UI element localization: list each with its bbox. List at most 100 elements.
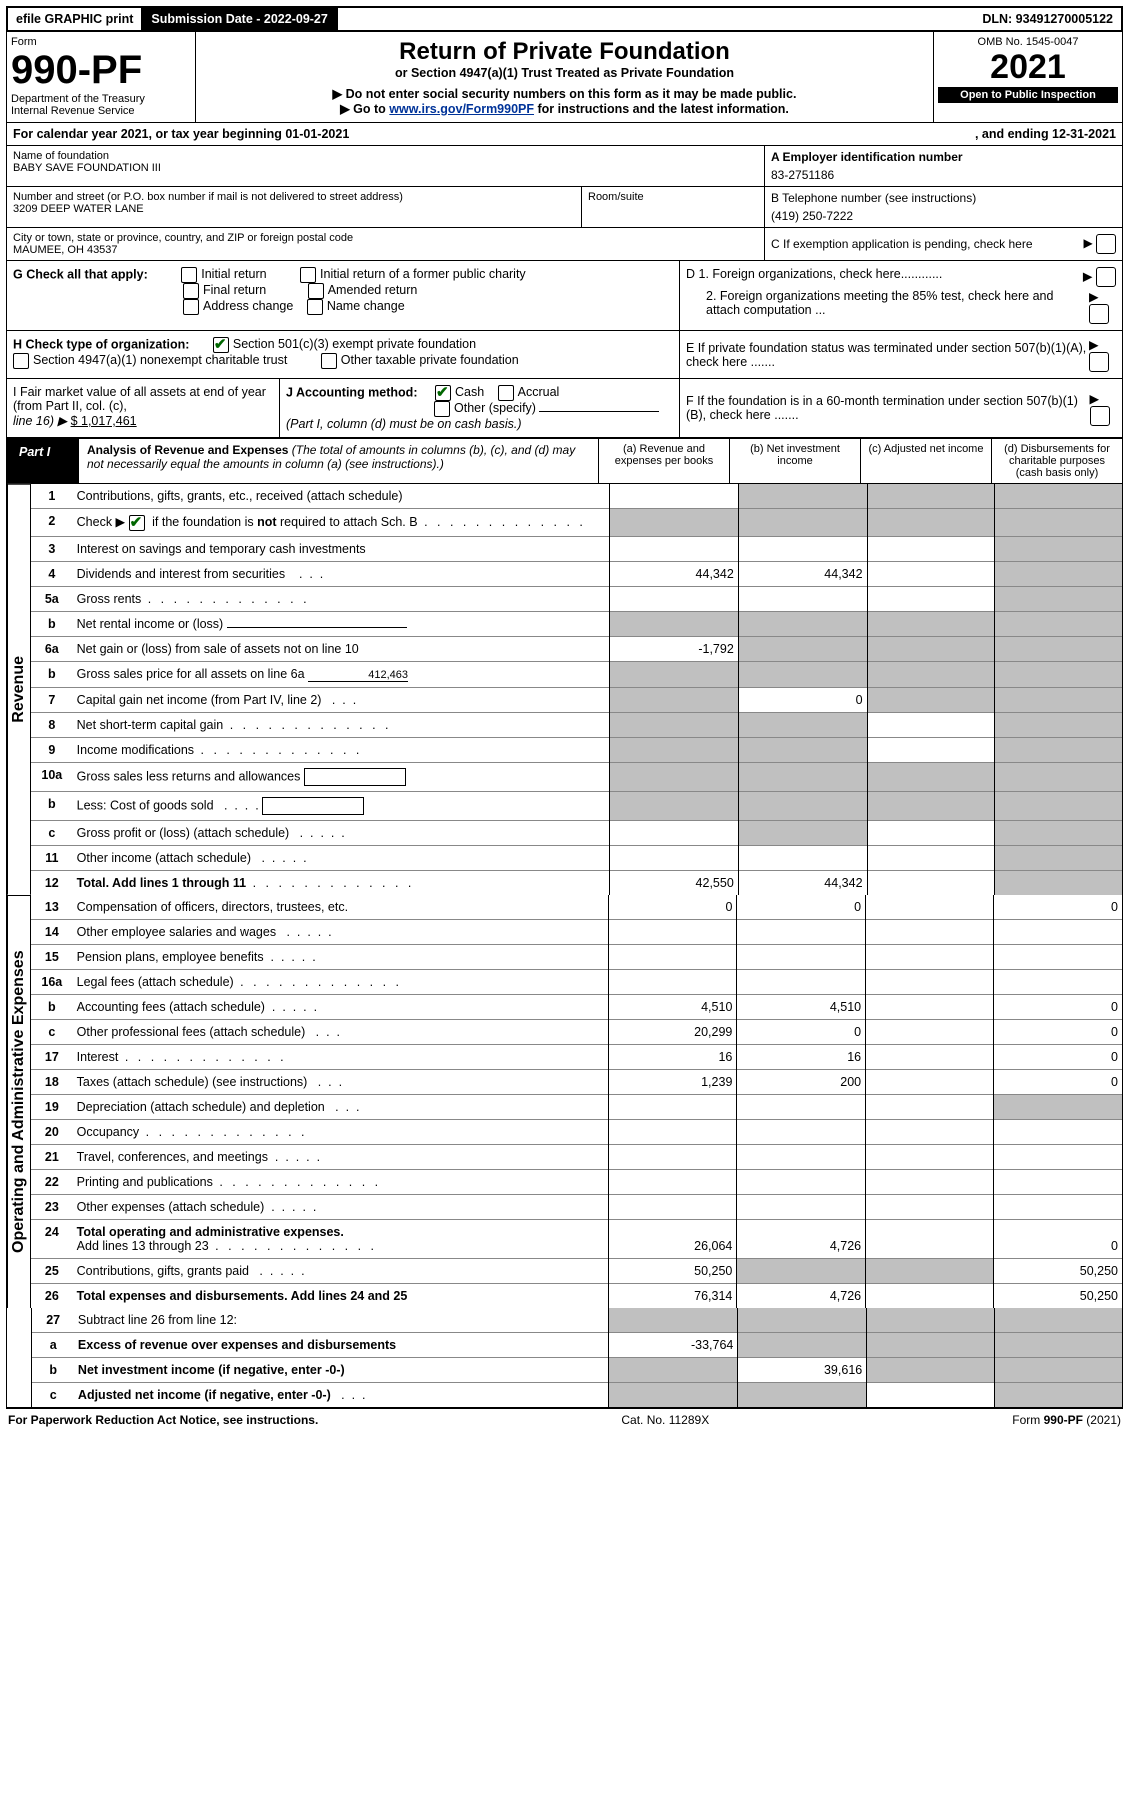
opt-initial-public: Initial return of a former public charit… [320, 267, 526, 281]
line-12: 12Total. Add lines 1 through 1142,55044,… [31, 870, 1122, 895]
ln-8-no: 8 [31, 712, 73, 737]
ln-14-desc: Other employee salaries and wages . . . … [73, 919, 608, 944]
g-label: G Check all that apply: [13, 267, 148, 281]
page-footer: For Paperwork Reduction Act Notice, see … [6, 1408, 1123, 1431]
ln-10c-desc: Gross profit or (loss) (attach schedule)… [73, 820, 610, 845]
line-16a: 16aLegal fees (attach schedule) [31, 969, 1122, 994]
form990pf-link[interactable]: www.irs.gov/Form990PF [389, 102, 534, 116]
e-checkbox[interactable] [1089, 352, 1109, 372]
amended-return-checkbox[interactable] [308, 283, 324, 299]
schb-checkbox[interactable] [129, 515, 145, 531]
line-21: 21Travel, conferences, and meetings . . … [31, 1144, 1122, 1169]
ln-16a-desc: Legal fees (attach schedule) [73, 969, 608, 994]
opt-amended: Amended return [328, 283, 418, 297]
expenses-table: 13Compensation of officers, directors, t… [31, 895, 1122, 1308]
footer-mid: Cat. No. 11289X [621, 1413, 709, 1427]
line-4: 4Dividends and interest from securities … [31, 561, 1122, 586]
d2-checkbox[interactable] [1089, 304, 1109, 324]
d1-label: D 1. Foreign organizations, check here..… [686, 267, 942, 287]
ln-21-no: 21 [31, 1144, 73, 1169]
ln-22-no: 22 [31, 1169, 73, 1194]
ln-22-desc: Printing and publications [73, 1169, 608, 1194]
ln-10b-desc: Less: Cost of goods sold . . . . [73, 791, 610, 820]
ln-6b-no: b [31, 661, 73, 687]
form-subtitle: or Section 4947(a)(1) Trust Treated as P… [202, 66, 927, 80]
col-c-hdr: (c) Adjusted net income [860, 439, 991, 483]
ln-20-no: 20 [31, 1119, 73, 1144]
line-16b: bAccounting fees (attach schedule) . . .… [31, 994, 1122, 1019]
ln-16c-b: 0 [737, 1019, 866, 1044]
ln-10b-no: b [31, 791, 73, 820]
form-header: Form 990-PF Department of the Treasury I… [6, 32, 1123, 123]
ln-17-a: 16 [608, 1044, 737, 1069]
address-change-checkbox[interactable] [183, 299, 199, 315]
calendar-year-row: For calendar year 2021, or tax year begi… [6, 123, 1123, 146]
ln-6a-desc: Net gain or (loss) from sale of assets n… [73, 636, 610, 661]
line-27a: aExcess of revenue over expenses and dis… [32, 1332, 1122, 1357]
h-opt1: Section 501(c)(3) exempt private foundat… [233, 337, 476, 351]
other-method-checkbox[interactable] [434, 401, 450, 417]
ln-7-b: 0 [738, 687, 867, 712]
revenue-table: 1Contributions, gifts, grants, etc., rec… [31, 484, 1122, 895]
final-return-checkbox[interactable] [183, 283, 199, 299]
city-value: MAUMEE, OH 43537 [13, 244, 758, 256]
name-change-checkbox[interactable] [307, 299, 323, 315]
ln-18-a: 1,239 [608, 1069, 737, 1094]
ln-16b-desc: Accounting fees (attach schedule) . . . … [73, 994, 608, 1019]
form-word: Form [11, 36, 191, 48]
col-d-hdr: (d) Disbursements for charitable purpose… [991, 439, 1122, 483]
line-13: 13Compensation of officers, directors, t… [31, 895, 1122, 920]
ein-label: A Employer identification number [771, 150, 1116, 164]
line-16c: cOther professional fees (attach schedul… [31, 1019, 1122, 1044]
ln-12-desc: Total. Add lines 1 through 11 [73, 870, 610, 895]
ln-9-no: 9 [31, 737, 73, 762]
ln-27a-a: -33,764 [609, 1332, 738, 1357]
ln-24-no: 24 [31, 1219, 73, 1258]
ln-15-no: 15 [31, 944, 73, 969]
ln-23-desc: Other expenses (attach schedule) . . . .… [73, 1194, 608, 1219]
col-a-hdr: (a) Revenue and expenses per books [598, 439, 729, 483]
f-checkbox[interactable] [1090, 406, 1110, 426]
phone-value: (419) 250-7222 [771, 209, 1116, 223]
top-bar: efile GRAPHIC print Submission Date - 20… [6, 6, 1123, 32]
ln-5b-no: b [31, 611, 73, 636]
city-row: City or town, state or province, country… [6, 228, 1123, 261]
dept-label: Department of the Treasury [11, 93, 191, 105]
ln-17-d: 0 [994, 1044, 1122, 1069]
accrual-checkbox[interactable] [498, 385, 514, 401]
efile-print-label[interactable]: efile GRAPHIC print [8, 8, 143, 30]
ln-8-desc: Net short-term capital gain [73, 712, 610, 737]
revenue-section: Revenue 1Contributions, gifts, grants, e… [6, 484, 1123, 895]
ln-1-desc: Contributions, gifts, grants, etc., rece… [73, 484, 610, 509]
room-suite-label: Room/suite [581, 187, 764, 227]
ssn-warning: ▶ Do not enter social security numbers o… [202, 86, 927, 101]
ln-24-d: 0 [994, 1219, 1122, 1258]
ln-27-desc: Subtract line 26 from line 12: [74, 1308, 609, 1333]
line-5b: bNet rental income or (loss) [31, 611, 1122, 636]
ln-23-no: 23 [31, 1194, 73, 1219]
fmv-value: $ 1,017,461 [71, 414, 137, 428]
ln-16b-b: 4,510 [737, 994, 866, 1019]
initial-public-checkbox[interactable] [300, 267, 316, 283]
f-label: F If the foundation is in a 60-month ter… [686, 394, 1090, 422]
line-23: 23Other expenses (attach schedule) . . .… [31, 1194, 1122, 1219]
ln-25-a: 50,250 [608, 1258, 737, 1283]
d1-checkbox[interactable] [1096, 267, 1116, 287]
501c3-checkbox[interactable] [213, 337, 229, 353]
4947a1-checkbox[interactable] [13, 353, 29, 369]
cash-checkbox[interactable] [435, 385, 451, 401]
ln-17-desc: Interest [73, 1044, 608, 1069]
foundation-name: BABY SAVE FOUNDATION III [13, 162, 758, 174]
phone-label: B Telephone number (see instructions) [771, 191, 1116, 205]
form-title: Return of Private Foundation [202, 38, 927, 66]
ln-18-b: 200 [737, 1069, 866, 1094]
line-1: 1Contributions, gifts, grants, etc., rec… [31, 484, 1122, 509]
d2-label: 2. Foreign organizations meeting the 85%… [686, 289, 1089, 324]
ln-6a-a: -1,792 [610, 636, 739, 661]
initial-return-checkbox[interactable] [181, 267, 197, 283]
line-2: 2Check ▶ if the foundation is not requir… [31, 509, 1122, 537]
c-checkbox[interactable] [1096, 234, 1116, 254]
ln-16b-no: b [31, 994, 73, 1019]
ln-6b-desc: Gross sales price for all assets on line… [73, 661, 610, 687]
other-taxable-checkbox[interactable] [321, 353, 337, 369]
